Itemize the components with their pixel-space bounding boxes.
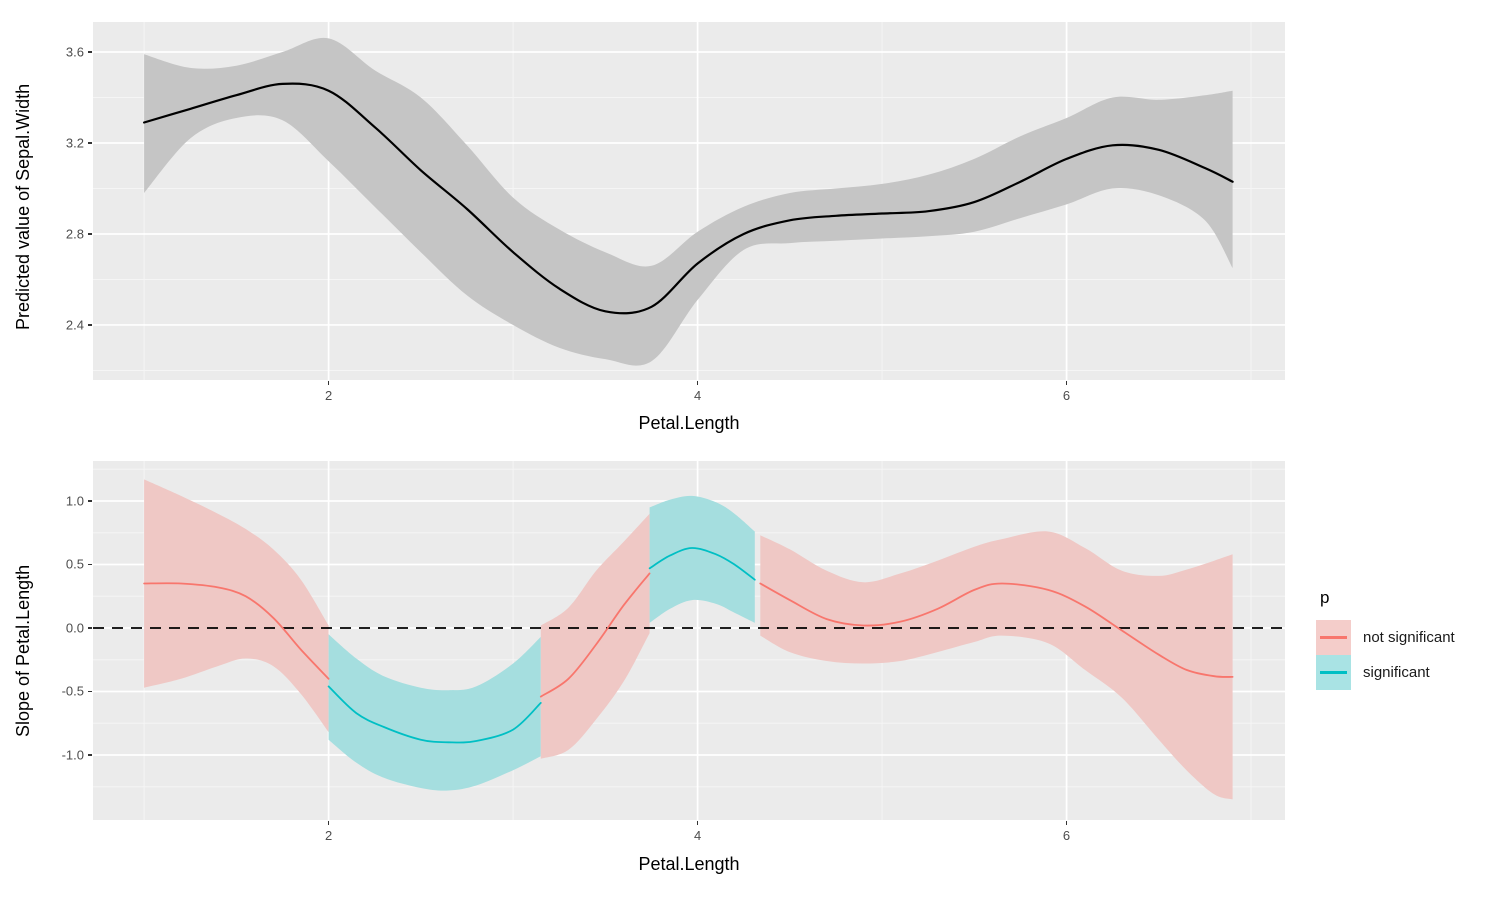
y-tick-label: 0.5	[65, 556, 84, 572]
y-tick-label: 2.8	[65, 226, 84, 242]
x-tick-mark	[696, 381, 699, 385]
line-slope-panel-0	[143, 582, 330, 680]
x-tick-label: 2	[324, 388, 333, 403]
panel-prediction-panel	[93, 22, 1285, 380]
line-slope-panel-2	[539, 572, 651, 698]
x-tick-mark	[1065, 381, 1068, 385]
x-tick-mark	[1065, 821, 1068, 825]
y-axis-title-bottom: Slope of Petal.Length	[13, 564, 33, 737]
legend-key-line	[1320, 671, 1347, 674]
y-tick-mark	[88, 500, 92, 502]
legend-item-not-significant: not significant	[1316, 620, 1455, 655]
ribbon-prediction-panel-0	[144, 37, 1233, 366]
y-tick-mark	[88, 754, 92, 756]
legend-title: p	[1320, 588, 1330, 607]
legend-items: not significant significant	[1316, 620, 1455, 690]
x-tick-label: 4	[693, 388, 702, 403]
x-tick-label: 6	[1062, 388, 1071, 403]
y-tick-mark	[88, 627, 92, 629]
ribbon-slope-panel-4	[760, 531, 1233, 800]
y-tick-label: 0.0	[65, 620, 84, 636]
x-tick-label: 2	[324, 828, 333, 843]
y-tick-mark	[88, 563, 92, 566]
ribbon-slope-panel-2	[540, 513, 650, 759]
legend-key-swatch	[1316, 655, 1351, 690]
y-tick-mark	[88, 142, 92, 144]
line-prediction-panel-0	[143, 82, 1234, 315]
y-tick-label: 3.6	[65, 44, 84, 60]
x-tick-mark	[327, 821, 330, 825]
panel-slope-panel	[93, 461, 1285, 820]
y-tick-label: 2.4	[65, 317, 84, 333]
legend-item-label: not significant	[1363, 629, 1455, 646]
x-tick-mark	[327, 381, 330, 385]
y-tick-label: -0.5	[61, 683, 84, 699]
y-tick-mark	[88, 233, 92, 235]
x-tick-mark	[696, 821, 699, 825]
legend-key-swatch	[1316, 620, 1351, 655]
line-slope-panel-4	[759, 582, 1234, 678]
y-tick-label: 3.2	[65, 135, 84, 151]
line-slope-panel-1	[327, 685, 542, 744]
ribbon-slope-panel-3	[649, 495, 755, 623]
x-axis-title-bottom: Petal.Length	[638, 854, 740, 874]
legend: p not significant significant	[1316, 588, 1455, 690]
y-tick-label: 1.0	[65, 493, 84, 509]
y-tick-label: -1.0	[61, 747, 84, 763]
y-axis-title-top: Predicted value of Sepal.Width	[13, 83, 33, 330]
line-slope-panel-3	[648, 547, 756, 581]
y-tick-mark	[88, 324, 92, 326]
x-tick-label: 6	[1062, 828, 1071, 843]
y-tick-mark	[88, 51, 92, 53]
x-tick-label: 4	[693, 828, 702, 843]
y-tick-mark	[88, 690, 92, 693]
ribbon-slope-panel-0	[144, 479, 329, 733]
x-axis-title-top: Petal.Length	[638, 413, 740, 433]
legend-item-significant: significant	[1316, 655, 1455, 690]
legend-key-line	[1320, 636, 1347, 639]
legend-item-label: significant	[1363, 664, 1430, 681]
ribbon-slope-panel-1	[328, 634, 541, 791]
